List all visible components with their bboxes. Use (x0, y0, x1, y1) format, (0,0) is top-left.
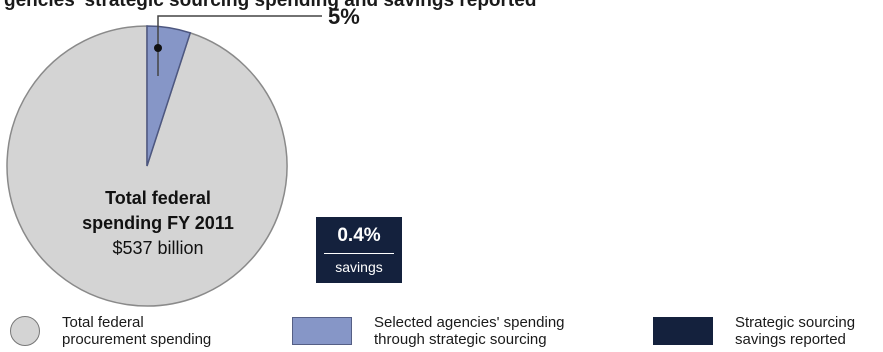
pie-center-title-line1: Total federal (105, 188, 211, 208)
pie-center-amount: $537 billion (112, 238, 203, 258)
legend-label-total-spending: Total federal procurement spending (62, 314, 212, 348)
legend-item-total-spending: Total federal procurement spending (10, 314, 211, 348)
pie-chart (6, 25, 288, 307)
savings-label: savings (335, 259, 383, 275)
chart-title: gencies' strategic sourcing spending and… (4, 0, 536, 11)
legend-label-savings: Strategic sourcing savings reported (735, 314, 856, 348)
callout-leader-line (157, 15, 322, 76)
legend-swatch-circle (10, 316, 40, 346)
savings-box: 0.4% savings (316, 217, 402, 283)
legend-label-strategic-spending: Selected agencies' spending through stra… (374, 314, 565, 348)
callout-percent-label: 5% (328, 4, 360, 29)
legend-swatch-dark-navy (653, 317, 713, 345)
legend-swatch-light-blue (292, 317, 352, 345)
callout-anchor-dot (154, 44, 162, 52)
pie-center-title-line2: spending FY 2011 (82, 213, 234, 233)
legend-item-savings: Strategic sourcing savings reported (653, 314, 855, 348)
savings-value: 0.4% (337, 225, 381, 246)
legend-item-strategic-spending: Selected agencies' spending through stra… (292, 314, 565, 348)
savings-divider (324, 253, 394, 254)
